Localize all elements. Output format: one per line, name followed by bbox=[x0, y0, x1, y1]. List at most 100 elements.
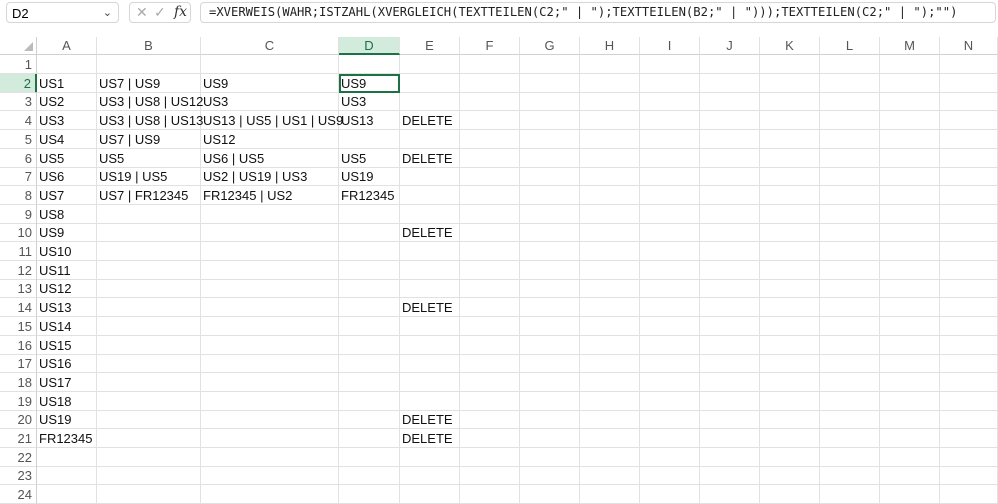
cell-M9[interactable] bbox=[880, 204, 940, 224]
cell-I24[interactable] bbox=[640, 485, 700, 504]
cell-B6[interactable]: US5 bbox=[97, 148, 201, 168]
cell-F20[interactable] bbox=[460, 410, 520, 430]
row-header-11[interactable]: 11 bbox=[0, 242, 37, 261]
cell-J7[interactable] bbox=[700, 167, 760, 187]
row-header-14[interactable]: 14 bbox=[0, 298, 37, 318]
cell-E15[interactable] bbox=[400, 316, 460, 336]
cell-H6[interactable] bbox=[580, 148, 640, 168]
column-header-M[interactable]: M bbox=[880, 37, 940, 55]
spreadsheet-grid[interactable]: A B C D E F G H I J K L M N 1 2 US1 US7 | US9 US9 US9 3 US2 US… bbox=[0, 37, 998, 504]
cell-M12[interactable] bbox=[880, 260, 940, 280]
cell-M10[interactable] bbox=[880, 223, 940, 243]
cell-J5[interactable] bbox=[700, 129, 760, 149]
cell-C24[interactable] bbox=[201, 485, 339, 504]
cell-K1[interactable] bbox=[760, 55, 820, 74]
cell-A14[interactable]: US13 bbox=[37, 298, 97, 318]
column-header-L[interactable]: L bbox=[820, 37, 880, 55]
cell-J9[interactable] bbox=[700, 204, 760, 224]
cell-N15[interactable] bbox=[940, 316, 998, 336]
cell-F21[interactable] bbox=[460, 429, 520, 448]
cell-J2[interactable] bbox=[700, 73, 760, 93]
cell-J15[interactable] bbox=[700, 316, 760, 336]
cell-F1[interactable] bbox=[460, 55, 520, 74]
cell-G12[interactable] bbox=[520, 260, 580, 280]
column-header-K[interactable]: K bbox=[760, 37, 820, 55]
cell-N23[interactable] bbox=[940, 466, 998, 486]
row-header-12[interactable]: 12 bbox=[0, 260, 37, 280]
cell-H17[interactable] bbox=[580, 354, 640, 374]
cell-H9[interactable] bbox=[580, 204, 640, 224]
cell-C4[interactable]: US13 | US5 | US1 | US9 bbox=[201, 111, 344, 131]
cell-E23[interactable] bbox=[400, 466, 460, 486]
cell-G23[interactable] bbox=[520, 466, 580, 486]
cell-H20[interactable] bbox=[580, 410, 640, 430]
row-header-21[interactable]: 21 bbox=[0, 429, 37, 448]
row-header-9[interactable]: 9 bbox=[0, 204, 37, 224]
cell-D8[interactable]: FR12345 bbox=[339, 185, 400, 205]
cell-K5[interactable] bbox=[760, 129, 820, 149]
cell-M15[interactable] bbox=[880, 316, 940, 336]
cell-N3[interactable] bbox=[940, 92, 998, 112]
cell-G16[interactable] bbox=[520, 335, 580, 355]
cell-D12[interactable] bbox=[339, 260, 400, 280]
cell-N19[interactable] bbox=[940, 391, 998, 411]
cell-G7[interactable] bbox=[520, 167, 580, 187]
row-header-8[interactable]: 8 bbox=[0, 185, 37, 205]
column-header-G[interactable]: G bbox=[520, 37, 580, 55]
cell-I16[interactable] bbox=[640, 335, 700, 355]
row-header-5[interactable]: 5 bbox=[0, 129, 37, 149]
cell-L14[interactable] bbox=[820, 298, 880, 318]
column-header-N[interactable]: N bbox=[940, 37, 998, 55]
cell-H16[interactable] bbox=[580, 335, 640, 355]
cell-I22[interactable] bbox=[640, 447, 700, 467]
cell-B16[interactable] bbox=[97, 335, 201, 355]
cell-K14[interactable] bbox=[760, 298, 820, 318]
row-header-7[interactable]: 7 bbox=[0, 167, 37, 187]
cell-D7[interactable]: US19 bbox=[339, 167, 400, 187]
cell-C3[interactable]: US3 bbox=[201, 92, 339, 112]
cell-J22[interactable] bbox=[700, 447, 760, 467]
cell-J20[interactable] bbox=[700, 410, 760, 430]
cell-C11[interactable] bbox=[201, 242, 339, 261]
cell-E7[interactable] bbox=[400, 167, 460, 187]
cell-E2[interactable] bbox=[400, 73, 460, 93]
cell-I5[interactable] bbox=[640, 129, 700, 149]
cell-D13[interactable] bbox=[339, 279, 400, 299]
cell-I23[interactable] bbox=[640, 466, 700, 486]
cell-C1[interactable] bbox=[201, 55, 339, 74]
column-header-F[interactable]: F bbox=[460, 37, 520, 55]
select-all-button[interactable] bbox=[0, 37, 37, 55]
cell-K3[interactable] bbox=[760, 92, 820, 112]
cell-G10[interactable] bbox=[520, 223, 580, 243]
cell-J18[interactable] bbox=[700, 372, 760, 392]
cell-A22[interactable] bbox=[37, 447, 97, 467]
column-header-C[interactable]: C bbox=[201, 37, 339, 55]
column-header-I[interactable]: I bbox=[640, 37, 700, 55]
cell-L24[interactable] bbox=[820, 485, 880, 504]
cell-A21[interactable]: FR12345 bbox=[37, 429, 97, 448]
cell-L22[interactable] bbox=[820, 447, 880, 467]
cell-F7[interactable] bbox=[460, 167, 520, 187]
cell-E6[interactable]: DELETE bbox=[400, 148, 460, 168]
cell-F9[interactable] bbox=[460, 204, 520, 224]
cell-B2[interactable]: US7 | US9 bbox=[97, 73, 201, 93]
cell-D10[interactable] bbox=[339, 223, 400, 243]
cell-H8[interactable] bbox=[580, 185, 640, 205]
cell-A6[interactable]: US5 bbox=[37, 148, 97, 168]
cell-L19[interactable] bbox=[820, 391, 880, 411]
column-header-D[interactable]: D bbox=[339, 37, 400, 55]
cell-F2[interactable] bbox=[460, 73, 520, 93]
cell-A1[interactable] bbox=[37, 55, 97, 74]
cell-H1[interactable] bbox=[580, 55, 640, 74]
cell-I8[interactable] bbox=[640, 185, 700, 205]
cell-G11[interactable] bbox=[520, 242, 580, 261]
cell-I18[interactable] bbox=[640, 372, 700, 392]
row-header-10[interactable]: 10 bbox=[0, 223, 37, 243]
cell-L6[interactable] bbox=[820, 148, 880, 168]
cell-N17[interactable] bbox=[940, 354, 998, 374]
cell-F10[interactable] bbox=[460, 223, 520, 243]
cell-K24[interactable] bbox=[760, 485, 820, 504]
cell-F14[interactable] bbox=[460, 298, 520, 318]
cell-D23[interactable] bbox=[339, 466, 400, 486]
cell-M20[interactable] bbox=[880, 410, 940, 430]
